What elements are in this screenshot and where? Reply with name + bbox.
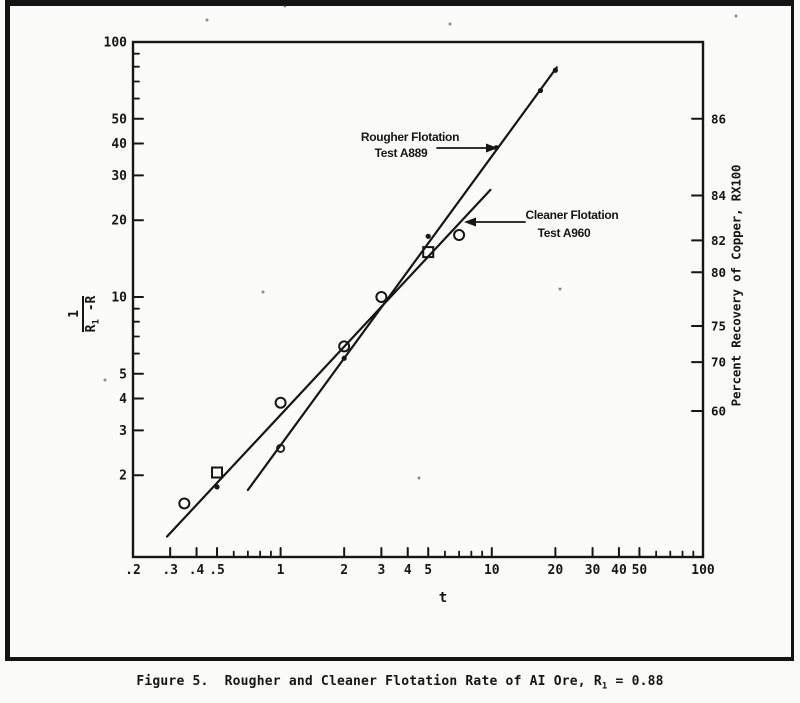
x-axis: .2 .3 .4 .5 1 2 3 4 5 10 20 30 40 50 100 t bbox=[125, 547, 715, 606]
x-tick-label: 100 bbox=[691, 563, 715, 578]
x-tick-label: 40 bbox=[611, 563, 627, 578]
rougher-annotation: Rougher Flotation Test A889 bbox=[361, 130, 498, 160]
right-tick-label: 84 bbox=[711, 188, 726, 203]
y-tick-label: 3 bbox=[119, 424, 127, 439]
x-tick-label: .3 bbox=[162, 563, 178, 578]
rougher-data-point bbox=[537, 87, 544, 94]
y-tick-label: 5 bbox=[119, 367, 127, 382]
plot-frame bbox=[131, 40, 705, 559]
rougher-data-point bbox=[276, 443, 286, 453]
rougher-fit-line bbox=[246, 66, 558, 492]
cleaner-data-point bbox=[422, 246, 435, 259]
series-cleaner bbox=[165, 188, 492, 538]
x-tick-label: 5 bbox=[424, 563, 432, 578]
y-tick-label: 40 bbox=[111, 137, 127, 152]
right-tick-label: 70 bbox=[711, 355, 726, 370]
x-tick-label: .5 bbox=[209, 563, 225, 578]
x-tick-label: .2 bbox=[125, 563, 141, 578]
x-tick-label: .4 bbox=[189, 563, 205, 578]
annotation-arrowhead bbox=[486, 143, 498, 153]
scan-specks bbox=[103, 4, 738, 480]
x-tick-label: 50 bbox=[632, 563, 648, 578]
right-tick-label: 82 bbox=[711, 233, 726, 248]
fraction-denominator: R1 -R bbox=[84, 295, 102, 333]
x-tick-label: 20 bbox=[548, 563, 564, 578]
x-tick-label: 2 bbox=[340, 563, 348, 578]
right-y-axis-label: Percent Recovery of Copper, RX100 bbox=[728, 164, 744, 407]
right-tick-label: 86 bbox=[711, 111, 726, 126]
reciprocal-fraction: 1 R1 -R bbox=[67, 295, 103, 333]
cleaner-data-point bbox=[453, 229, 466, 242]
figure-border-box bbox=[5, 0, 794, 661]
x-axis-title: t bbox=[439, 590, 447, 606]
rougher-data-point bbox=[425, 233, 431, 239]
right-tick-label: 75 bbox=[711, 319, 726, 334]
y-tick-label: 20 bbox=[111, 214, 127, 229]
annotation-line1: Rougher Flotation bbox=[361, 130, 459, 144]
y-axis-right: 86 84 82 80 75 70 60 bbox=[691, 111, 726, 419]
cleaner-data-point bbox=[178, 497, 191, 510]
y-axis-left: 100 50 40 30 20 10 5 4 3 2 bbox=[104, 36, 144, 484]
annotation-line2: Test A889 bbox=[375, 146, 428, 160]
y-tick-label: 100 bbox=[104, 36, 128, 51]
scan-speck bbox=[261, 290, 265, 294]
annotation-arrowhead bbox=[464, 217, 476, 227]
cleaner-fit-line bbox=[165, 188, 492, 538]
x-tick-label: 4 bbox=[404, 563, 412, 578]
scan-speck bbox=[283, 4, 287, 8]
right-tick-label: 80 bbox=[711, 265, 726, 280]
left-y-axis-label: 1 R1 -R bbox=[67, 279, 103, 349]
cleaner-data-point bbox=[274, 396, 287, 409]
x-tick-label: 10 bbox=[484, 563, 500, 578]
y-tick-label: 2 bbox=[119, 469, 127, 484]
y-tick-label: 4 bbox=[119, 392, 127, 407]
cleaner-data-point bbox=[211, 466, 224, 479]
figure-caption: Figure 5. Rougher and Cleaner Flotation … bbox=[136, 674, 664, 692]
rougher-data-point bbox=[341, 355, 347, 361]
scan-speck bbox=[417, 476, 421, 480]
cleaner-data-point bbox=[375, 291, 388, 303]
annotation-line1: Cleaner Flotation bbox=[526, 208, 619, 222]
y-tick-label: 50 bbox=[111, 112, 127, 127]
right-tick-label: 60 bbox=[711, 404, 726, 419]
scan-speck bbox=[448, 22, 452, 26]
y-tick-label: 10 bbox=[111, 291, 127, 306]
scan-speck bbox=[734, 14, 738, 18]
cleaner-annotation: Cleaner Flotation Test A960 bbox=[464, 208, 619, 240]
scan-speck bbox=[205, 18, 209, 22]
scan-speck bbox=[558, 287, 562, 291]
x-tick-label: 30 bbox=[585, 563, 601, 578]
rougher-data-point bbox=[552, 67, 558, 73]
fraction-numerator: 1 bbox=[67, 295, 85, 333]
scan-speck bbox=[103, 378, 107, 382]
annotation-line2: Test A960 bbox=[538, 226, 591, 240]
caption-subscript: 1 bbox=[601, 681, 608, 692]
x-tick-label: 1 bbox=[277, 563, 285, 578]
cleaner-data-point bbox=[338, 340, 351, 353]
x-tick-label: 3 bbox=[377, 563, 385, 578]
y-tick-label: 30 bbox=[111, 169, 127, 184]
